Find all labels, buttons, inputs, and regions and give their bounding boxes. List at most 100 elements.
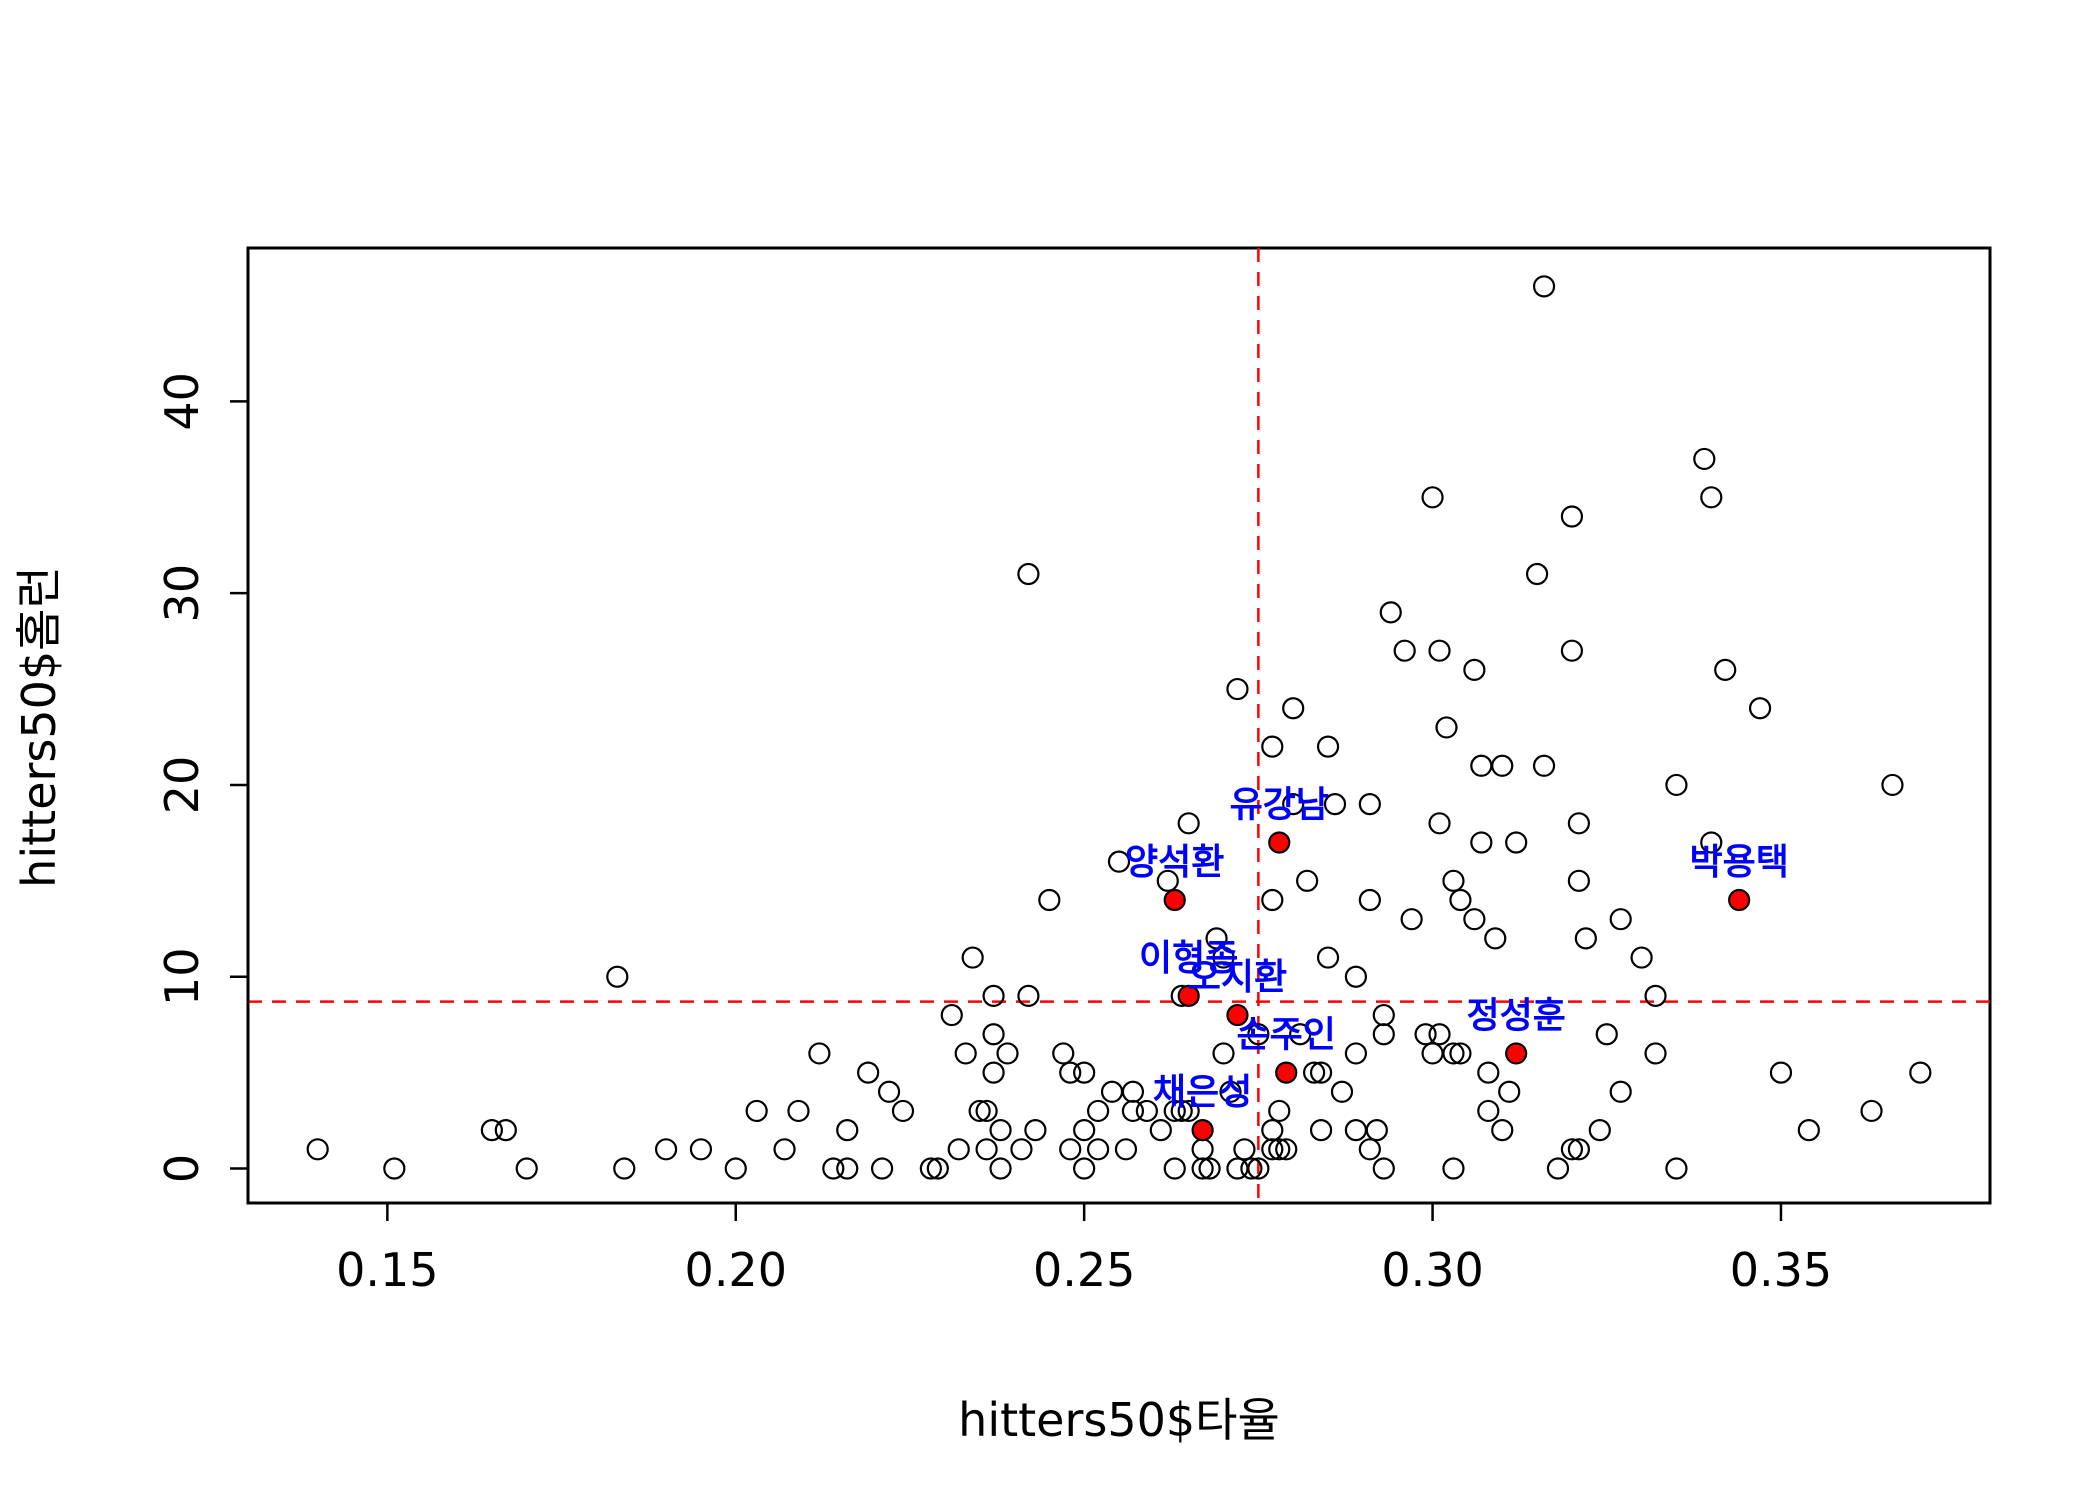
data-point [1198, 1157, 1221, 1180]
data-point [606, 965, 629, 988]
data-point [1414, 1023, 1437, 1046]
data-point [1700, 831, 1723, 854]
data-point [1268, 1099, 1291, 1123]
y-axis-title: hitters50$홈런 [12, 566, 66, 888]
data-point [1073, 1119, 1096, 1142]
data-point [1567, 1138, 1590, 1161]
data-point [1219, 1080, 1242, 1103]
data-point [1212, 1042, 1235, 1065]
data-point [773, 1138, 796, 1161]
data-point [1052, 1042, 1075, 1065]
data-point [1205, 927, 1228, 950]
data-point [1017, 984, 1040, 1007]
data-point [1498, 1080, 1521, 1103]
data-point [1073, 1061, 1096, 1084]
y-tick-label: 30 [155, 564, 209, 623]
highlighted-point [1177, 984, 1200, 1007]
data-point [1303, 1061, 1326, 1084]
data-point [1693, 447, 1716, 471]
data-point [857, 1061, 880, 1084]
x-axis-title: hitters50$타율 [958, 1393, 1280, 1447]
data-point [1860, 1099, 1883, 1123]
data-point [1595, 1023, 1618, 1046]
highlighted-point [1728, 888, 1751, 912]
data-point [1477, 1099, 1500, 1123]
data-point [1700, 486, 1723, 509]
data-point [1261, 888, 1284, 912]
data-point [654, 1138, 678, 1161]
data-point [1797, 1119, 1820, 1142]
data-point [1358, 888, 1381, 912]
data-point [1532, 754, 1556, 777]
data-point [1344, 965, 1368, 988]
data-point [1261, 1119, 1284, 1142]
data-point [1086, 1138, 1110, 1161]
data-point [891, 1099, 915, 1123]
data-point [494, 1119, 517, 1142]
data-point [1372, 1003, 1395, 1027]
highlighted-point [1226, 1003, 1249, 1027]
data-point [1609, 908, 1632, 931]
data-point [1428, 812, 1451, 835]
data-point [1428, 639, 1451, 662]
data-point [1532, 275, 1556, 298]
data-point [982, 1023, 1005, 1046]
data-point [1665, 773, 1688, 797]
data-point [919, 1157, 942, 1180]
data-point [1059, 1138, 1082, 1161]
data-point [306, 1138, 329, 1161]
data-point [1560, 1138, 1584, 1161]
data-point [1372, 1023, 1395, 1046]
point-label: 손주인 [1237, 1015, 1336, 1056]
data-point [787, 1099, 810, 1123]
data-point [1560, 639, 1584, 662]
data-point [1463, 658, 1486, 681]
x-axis: 0.15 0.20 0.25 0.30 0.35 [336, 1201, 1832, 1297]
data-point [1191, 1157, 1214, 1180]
reference-lines [248, 248, 1990, 1203]
data-point [1644, 1042, 1667, 1065]
data-point [1212, 946, 1235, 969]
data-point [1059, 1061, 1082, 1084]
data-point [1038, 888, 1061, 912]
highlighted-point [1275, 1061, 1298, 1084]
data-point [1156, 869, 1179, 892]
highlighted-point [1268, 831, 1291, 854]
data-point [940, 1003, 963, 1027]
data-point [1296, 869, 1319, 892]
data-point [1442, 869, 1465, 892]
plot-frame [246, 246, 1992, 1205]
data-point [1435, 716, 1458, 739]
data-point [1769, 1061, 1793, 1084]
data-point [1344, 1042, 1368, 1065]
data-point [1344, 1119, 1368, 1142]
data-point [1609, 1080, 1632, 1103]
data-point [1567, 812, 1590, 835]
data-point [745, 1099, 768, 1123]
data-point [975, 1099, 998, 1123]
x-tick-label: 0.20 [685, 1243, 787, 1297]
data-point [1358, 1138, 1381, 1161]
point-label: 양석환 [1125, 842, 1224, 883]
data-point [1073, 1157, 1096, 1180]
data-point [1017, 562, 1040, 586]
y-tick-label: 0 [155, 1154, 209, 1183]
data-point [1024, 1119, 1047, 1142]
data-point [1881, 773, 1904, 797]
data-point [926, 1157, 949, 1180]
data-point [1191, 1138, 1214, 1161]
y-tick-label: 40 [155, 372, 209, 431]
data-point [1393, 639, 1416, 662]
data-point [383, 1157, 406, 1180]
data-point [1247, 1157, 1270, 1180]
data-point [975, 1138, 998, 1161]
data-point [1323, 793, 1347, 816]
data-point [1442, 1157, 1465, 1180]
x-tick-label: 0.25 [1033, 1243, 1135, 1297]
data-point [954, 1042, 977, 1065]
data-point [1714, 658, 1737, 681]
data-point [1309, 1061, 1333, 1084]
data-point [961, 946, 984, 969]
